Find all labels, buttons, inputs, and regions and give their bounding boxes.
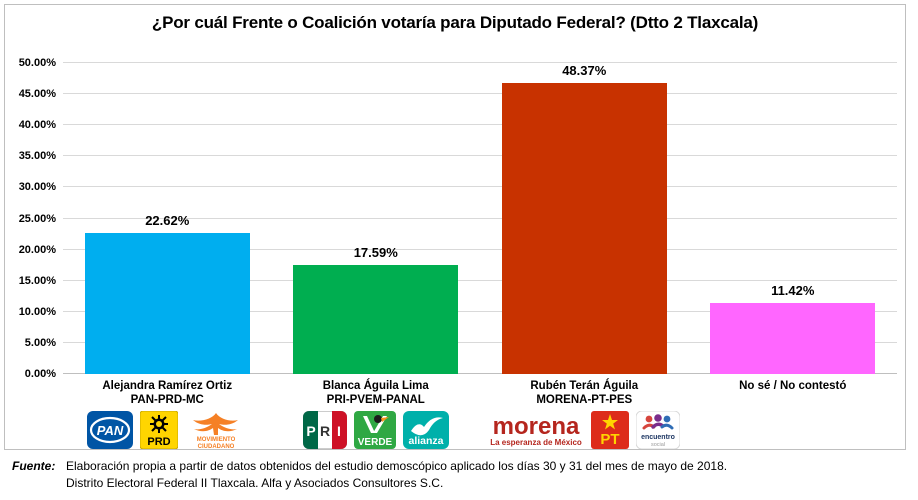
y-axis-tick-label: 25.00%	[18, 212, 56, 225]
pan-logo-icon: PAN	[87, 411, 134, 449]
source-note: Fuente: Elaboración propia a partir de d…	[12, 458, 906, 492]
logos-pri-pvem-panal: P R I VERDE alianza	[272, 409, 481, 451]
svg-text:P: P	[306, 423, 315, 439]
bar-column-morena-pt-pes: 48.37%	[480, 63, 689, 374]
category-label: Rubén Terán Águila MORENA-PT-PES	[480, 379, 689, 407]
y-axis-tick-label: 5.00%	[24, 336, 56, 349]
coalition-name: PRI-PVEM-PANAL	[326, 394, 425, 406]
coalition-name: MORENA-PT-PES	[536, 394, 633, 406]
y-axis-tick-label: 50.00%	[18, 57, 56, 69]
bar-pan-prd-mc[interactable]	[84, 233, 250, 374]
gridline	[63, 155, 897, 157]
svg-text:alianza: alianza	[408, 435, 443, 447]
nueva-alianza-logo-icon: alianza	[402, 411, 449, 449]
movimiento-ciudadano-logo-icon: MOVIMIENTO CIUDADANO	[193, 413, 239, 449]
gridline	[63, 310, 897, 312]
category-label: No sé / No contestó	[689, 379, 898, 407]
y-axis-tick-label: 40.00%	[18, 119, 56, 132]
svg-text:PAN: PAN	[97, 423, 124, 438]
coalition-name: PAN-PRD-MC	[130, 394, 204, 406]
logos-empty	[689, 409, 898, 451]
bar-value-label: 11.42%	[771, 282, 815, 298]
bar-morena-pt-pes[interactable]	[501, 83, 667, 374]
y-axis-tick-label: 0.00%	[24, 368, 56, 380]
candidate-name: Rubén Terán Águila	[530, 380, 639, 392]
y-axis-tick-label: 10.00%	[18, 305, 56, 318]
morena-logo-icon: morena La esperanza de México	[490, 413, 582, 447]
svg-text:R: R	[320, 423, 330, 439]
encuentro-social-logo-icon: encuentro social	[636, 411, 681, 449]
verde-logo-icon: VERDE	[353, 411, 396, 449]
plot-area: 22.62% 17.59% 48.37% 11.42% 0.00% 5.00% 10…	[19, 57, 897, 380]
svg-text:CIUDADANO: CIUDADANO	[198, 444, 235, 449]
y-axis-tick-label: 15.00%	[18, 274, 56, 287]
fuente-line1: Elaboración propia a partir de datos obt…	[66, 459, 728, 473]
svg-text:PRD: PRD	[148, 436, 171, 448]
gridline	[63, 248, 897, 250]
svg-text:PT: PT	[601, 431, 620, 448]
bar-column-no-se: 11.42%	[689, 63, 898, 374]
bar-no-se[interactable]	[710, 302, 876, 374]
gridline	[63, 124, 897, 126]
svg-text:MOVIMIENTO: MOVIMIENTO	[197, 437, 236, 443]
pri-logo-icon: P R I	[302, 411, 347, 449]
candidate-name: Blanca Águila Lima	[322, 380, 429, 392]
gridline	[63, 186, 897, 188]
gridline	[63, 279, 897, 281]
y-axis-tick-label: 20.00%	[18, 243, 56, 256]
prd-logo-icon: PRD	[140, 411, 179, 449]
fuente-line2: Distrito Electoral Federal II Tlaxcala. …	[66, 476, 444, 490]
bar-pri-pvem-panal[interactable]	[293, 264, 459, 374]
bar-value-label: 17.59%	[353, 244, 398, 260]
gridline	[63, 341, 897, 343]
gridline	[63, 62, 897, 63]
svg-text:VERDE: VERDE	[358, 437, 393, 448]
fuente-text: Elaboración propia a partir de datos obt…	[66, 458, 906, 492]
bars-container: 22.62% 17.59% 48.37% 11.42%	[63, 63, 897, 374]
svg-text:I: I	[337, 423, 341, 439]
logos-morena-pt-pes: morena La esperanza de México PT encuent…	[480, 409, 689, 451]
gridline	[63, 217, 897, 219]
gridline	[63, 373, 897, 374]
category-label: Blanca Águila Lima PRI-PVEM-PANAL	[272, 379, 481, 407]
logos-pan-prd-mc: PAN PRD MOVIMIENTO CIUDADANO	[63, 409, 272, 451]
x-axis-labels: Alejandra Ramírez Ortiz PAN-PRD-MC Blanc…	[63, 379, 897, 407]
svg-text:morena: morena	[493, 413, 580, 440]
chart-title: ¿Por cuál Frente o Coalición votaría par…	[151, 13, 759, 32]
bar-value-label: 22.62%	[145, 213, 190, 229]
y-axis-tick-label: 30.00%	[18, 181, 56, 194]
gridline	[63, 93, 897, 95]
pt-logo-icon: PT	[591, 411, 630, 449]
bar-column-pan-prd-mc: 22.62%	[63, 63, 272, 374]
y-axis-tick-label: 35.00%	[18, 150, 56, 163]
svg-text:social: social	[651, 442, 665, 448]
y-axis-tick-label: 45.00%	[18, 88, 56, 101]
chart-frame: ¿Por cuál Frente o Coalición votaría par…	[4, 4, 906, 450]
candidate-name: Alejandra Ramírez Ortiz	[102, 380, 233, 392]
bar-value-label: 48.37%	[562, 63, 607, 78]
category-label: Alejandra Ramírez Ortiz PAN-PRD-MC	[63, 379, 272, 407]
party-logos-row: PAN PRD MOVIMIENTO CIUDADANO	[63, 409, 897, 451]
svg-text:La esperanza de México: La esperanza de México	[490, 438, 582, 447]
candidate-name: No sé / No contestó	[739, 380, 847, 392]
fuente-label: Fuente:	[12, 459, 56, 473]
bar-column-pri-pvem-panal: 17.59%	[272, 63, 481, 374]
svg-text:encuentro: encuentro	[641, 434, 675, 441]
